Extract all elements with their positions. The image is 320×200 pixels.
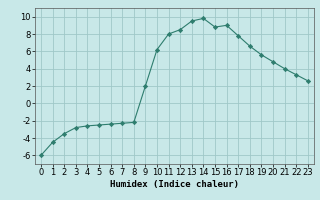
X-axis label: Humidex (Indice chaleur): Humidex (Indice chaleur) — [110, 180, 239, 189]
